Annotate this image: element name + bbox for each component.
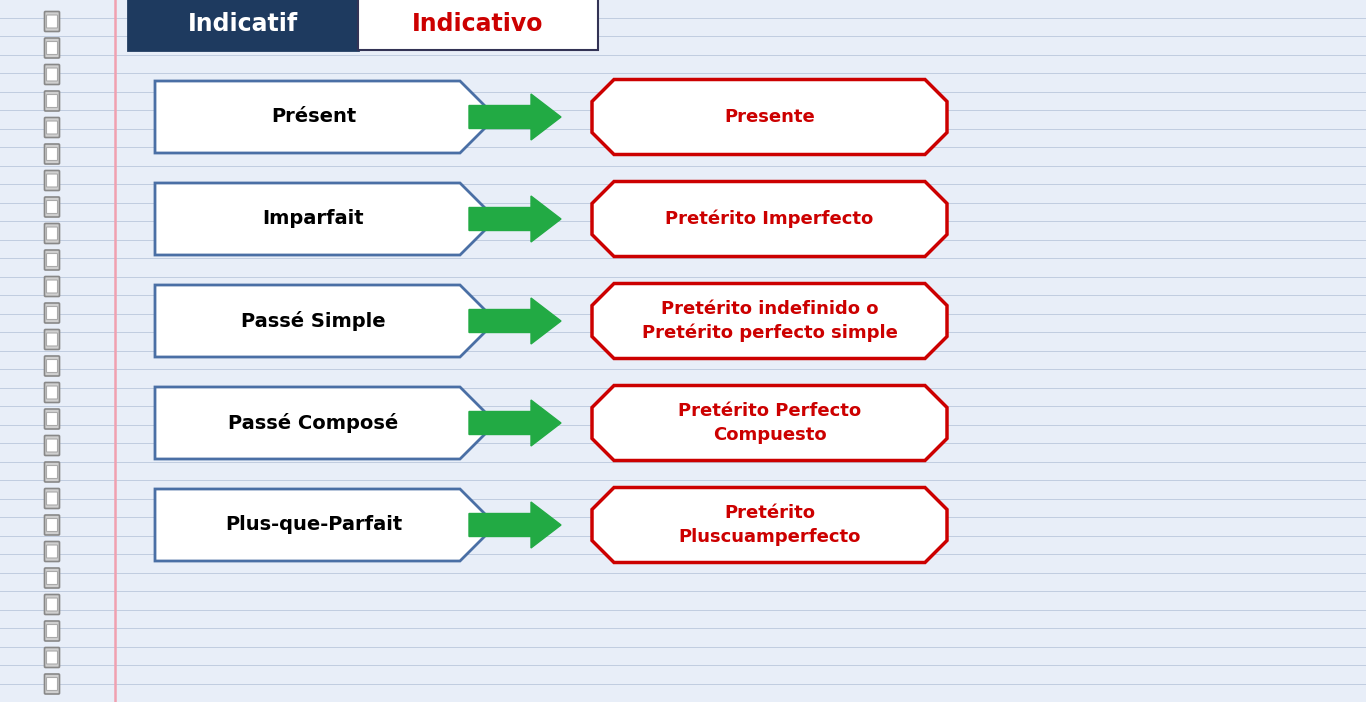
Polygon shape [591, 284, 947, 359]
FancyBboxPatch shape [45, 674, 60, 694]
Text: Indicativo: Indicativo [413, 12, 544, 36]
FancyBboxPatch shape [45, 91, 60, 111]
FancyBboxPatch shape [45, 303, 60, 323]
FancyBboxPatch shape [45, 383, 60, 402]
Text: Passé Composé: Passé Composé [228, 413, 399, 433]
Polygon shape [469, 298, 561, 344]
Polygon shape [154, 285, 485, 357]
FancyBboxPatch shape [45, 621, 60, 641]
FancyBboxPatch shape [45, 223, 60, 244]
FancyBboxPatch shape [46, 95, 57, 107]
FancyBboxPatch shape [45, 11, 60, 32]
Text: Passé Simple: Passé Simple [240, 311, 385, 331]
Polygon shape [591, 385, 947, 461]
FancyBboxPatch shape [45, 277, 60, 296]
FancyBboxPatch shape [45, 489, 60, 508]
FancyBboxPatch shape [46, 651, 57, 664]
FancyBboxPatch shape [46, 174, 57, 187]
FancyBboxPatch shape [46, 201, 57, 213]
Polygon shape [154, 183, 485, 255]
Polygon shape [154, 81, 485, 153]
FancyBboxPatch shape [45, 435, 60, 456]
FancyBboxPatch shape [46, 677, 57, 691]
FancyBboxPatch shape [46, 121, 57, 134]
Text: Pretérito indefinido o
Pretérito perfecto simple: Pretérito indefinido o Pretérito perfect… [642, 300, 897, 342]
Polygon shape [469, 502, 561, 548]
FancyBboxPatch shape [45, 250, 60, 270]
FancyBboxPatch shape [46, 519, 57, 531]
FancyBboxPatch shape [46, 439, 57, 452]
Polygon shape [469, 196, 561, 242]
FancyBboxPatch shape [46, 465, 57, 479]
FancyBboxPatch shape [45, 568, 60, 588]
Text: Présent: Présent [270, 107, 357, 126]
FancyBboxPatch shape [45, 117, 60, 138]
FancyBboxPatch shape [46, 625, 57, 637]
Text: Plus-que-Parfait: Plus-que-Parfait [225, 515, 402, 534]
Polygon shape [154, 387, 485, 459]
Text: Imparfait: Imparfait [262, 209, 365, 228]
FancyBboxPatch shape [45, 329, 60, 350]
FancyBboxPatch shape [45, 144, 60, 164]
Text: Indicatif: Indicatif [189, 12, 298, 36]
FancyBboxPatch shape [45, 409, 60, 429]
FancyBboxPatch shape [128, 0, 358, 50]
Polygon shape [591, 79, 947, 154]
FancyBboxPatch shape [45, 65, 60, 84]
FancyBboxPatch shape [46, 386, 57, 399]
FancyBboxPatch shape [46, 41, 57, 55]
FancyBboxPatch shape [45, 462, 60, 482]
Polygon shape [591, 487, 947, 562]
Text: Pretérito Imperfecto: Pretérito Imperfecto [665, 210, 874, 228]
FancyBboxPatch shape [46, 15, 57, 28]
FancyBboxPatch shape [46, 280, 57, 293]
FancyBboxPatch shape [46, 68, 57, 81]
FancyBboxPatch shape [46, 598, 57, 611]
Text: Presente: Presente [724, 108, 816, 126]
FancyBboxPatch shape [46, 253, 57, 267]
FancyBboxPatch shape [46, 359, 57, 373]
Polygon shape [469, 94, 561, 140]
Polygon shape [591, 182, 947, 256]
FancyBboxPatch shape [45, 595, 60, 614]
FancyBboxPatch shape [46, 147, 57, 161]
FancyBboxPatch shape [45, 38, 60, 58]
FancyBboxPatch shape [46, 307, 57, 319]
FancyBboxPatch shape [46, 571, 57, 585]
FancyBboxPatch shape [46, 545, 57, 558]
FancyBboxPatch shape [45, 171, 60, 190]
Text: Pretérito Perfecto
Compuesto: Pretérito Perfecto Compuesto [678, 402, 861, 444]
FancyBboxPatch shape [358, 0, 598, 50]
FancyBboxPatch shape [46, 492, 57, 505]
Polygon shape [154, 489, 485, 561]
FancyBboxPatch shape [45, 541, 60, 562]
FancyBboxPatch shape [46, 333, 57, 346]
FancyBboxPatch shape [46, 227, 57, 240]
FancyBboxPatch shape [45, 515, 60, 535]
FancyBboxPatch shape [45, 197, 60, 217]
FancyBboxPatch shape [45, 356, 60, 376]
Text: Pretérito
Pluscuamperfecto: Pretérito Pluscuamperfecto [679, 504, 861, 545]
Polygon shape [469, 400, 561, 446]
FancyBboxPatch shape [46, 413, 57, 425]
FancyBboxPatch shape [45, 647, 60, 668]
